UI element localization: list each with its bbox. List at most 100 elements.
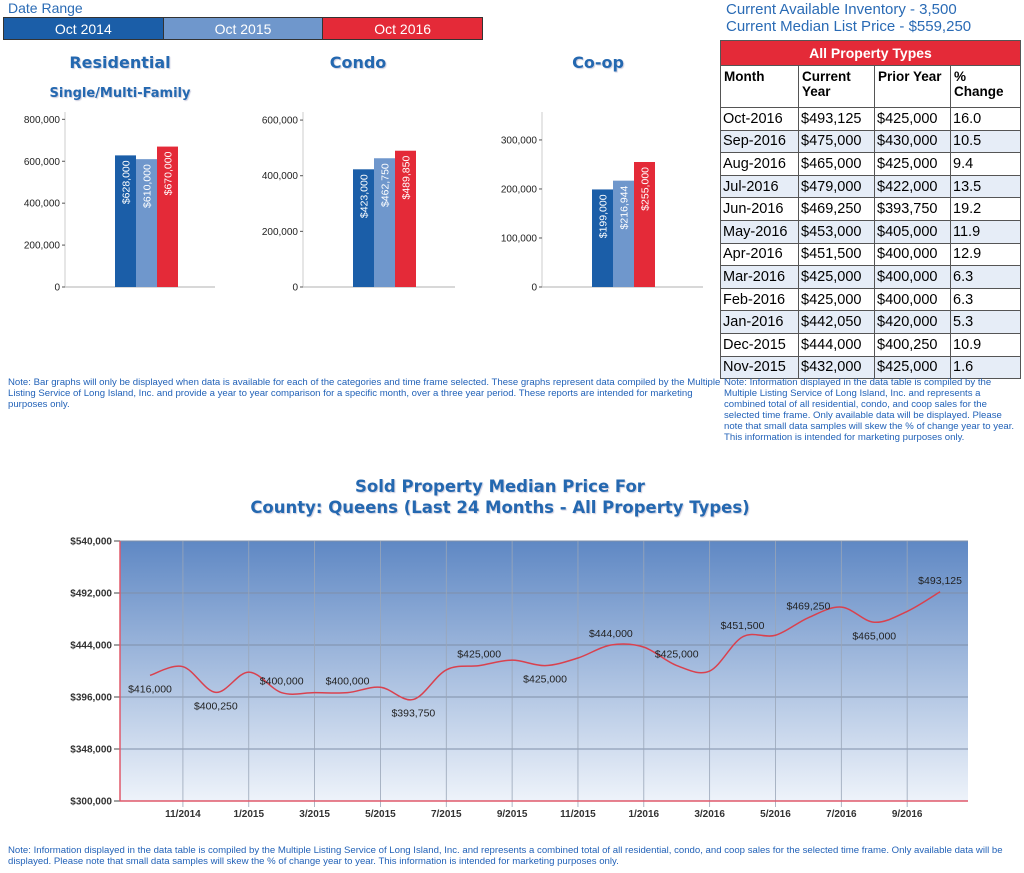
cell-current-year: $493,125: [798, 107, 875, 131]
bar-value-label: $628,000: [121, 160, 133, 204]
bar-oct-2014: [592, 189, 613, 287]
cell-change: 6.3: [950, 265, 1021, 289]
cell-month: Oct-2016: [720, 107, 799, 131]
summary: Current Available Inventory - 3,500 Curr…: [726, 1, 971, 35]
cell-prior-year: $425,000: [874, 152, 951, 176]
point-value-label: $425,000: [457, 649, 501, 661]
point-value-label: $493,125: [918, 575, 962, 587]
bar-oct-2016: [157, 146, 178, 287]
x-tick-label: 5/2016: [760, 809, 791, 820]
x-tick-label: 9/2016: [892, 809, 923, 820]
y-tick-label: 200,000: [501, 184, 538, 195]
bar-value-label: $255,000: [640, 167, 652, 211]
cell-current-year: $442,050: [798, 310, 875, 334]
point-value-label: $444,000: [589, 628, 633, 640]
table-row: Feb-2016 $425,000 $400,000 6.3: [720, 287, 1021, 312]
legend-oct-2014[interactable]: Oct 2014: [4, 18, 164, 39]
y-tick-label: 200,000: [24, 241, 61, 252]
legend-oct-2016[interactable]: Oct 2016: [323, 18, 483, 39]
y-tick-label: $540,000: [70, 537, 112, 548]
cell-current-year: $425,000: [798, 287, 875, 312]
x-tick-label: 7/2016: [826, 809, 857, 820]
x-tick-label: 7/2015: [431, 809, 462, 820]
table-row: Jan-2016 $442,050 $420,000 5.3: [720, 310, 1021, 334]
y-tick-label: 0: [292, 283, 298, 294]
bar-value-label: $199,000: [598, 194, 610, 238]
cell-change: 6.3: [950, 287, 1021, 312]
bar-value-label: $462,750: [380, 163, 392, 207]
bar-value-label: $489,850: [401, 156, 413, 200]
cell-change: 13.5: [950, 174, 1021, 199]
plot-area: [120, 541, 968, 801]
y-tick-label: $492,000: [70, 589, 112, 600]
y-tick-label: 200,000: [262, 227, 299, 238]
cell-change: 11.9: [950, 219, 1021, 244]
y-tick-label: $300,000: [70, 797, 112, 808]
x-tick-label: 1/2015: [233, 809, 264, 820]
point-value-label: $400,000: [260, 676, 304, 688]
table-caption: All Property Types: [720, 40, 1021, 66]
bar-oct-2014: [353, 169, 374, 287]
bar-oct-2016: [634, 162, 655, 287]
bar-oct-2015: [613, 180, 634, 287]
cell-month: Feb-2016: [720, 287, 799, 312]
y-tick-label: 100,000: [501, 233, 538, 244]
bottom-note: Note: Information displayed in the data …: [8, 845, 1003, 867]
table-row: Sep-2016 $475,000 $430,000 10.5: [720, 129, 1021, 154]
y-tick-label: $444,000: [70, 641, 112, 652]
table-row: Aug-2016 $465,000 $425,000 9.4: [720, 152, 1021, 176]
x-tick-label: 11/2015: [560, 809, 596, 820]
header-month: Month: [720, 65, 799, 108]
legend-oct-2015[interactable]: Oct 2015: [163, 18, 324, 39]
point-value-label: $425,000: [523, 674, 567, 686]
header-current-year: Current Year: [798, 65, 875, 108]
cell-change: 5.3: [950, 310, 1021, 334]
point-value-label: $400,250: [194, 700, 238, 712]
bar-value-label: $670,000: [163, 151, 175, 195]
point-value-label: $469,250: [787, 601, 831, 613]
cell-change: 1.6: [950, 355, 1021, 380]
cell-month: Jan-2016: [720, 310, 799, 334]
table-row: Nov-2015 $432,000 $425,000 1.6: [720, 355, 1021, 380]
point-value-label: $416,000: [128, 683, 172, 695]
point-value-label: $393,750: [391, 707, 435, 719]
residential-subtitle: Single/Multi-Family: [49, 86, 191, 101]
condo-title: Condo: [329, 53, 387, 72]
point-value-label: $400,000: [326, 676, 370, 688]
x-tick-label: 5/2015: [365, 809, 396, 820]
cell-change: 19.2: [950, 197, 1021, 221]
y-tick-label: 400,000: [262, 171, 299, 182]
cell-current-year: $444,000: [798, 332, 875, 357]
line-chart-title: Sold Property Median Price For: [355, 477, 645, 496]
current-inventory: Current Available Inventory - 3,500: [726, 1, 957, 18]
y-tick-label: 800,000: [24, 115, 61, 126]
x-tick-label: 9/2015: [497, 809, 528, 820]
point-value-label: $425,000: [655, 649, 699, 661]
bar-value-label: $423,000: [359, 174, 371, 218]
table-row: May-2016 $453,000 $405,000 11.9: [720, 219, 1021, 244]
y-tick-label: 0: [531, 283, 537, 294]
cell-change: 10.5: [950, 129, 1021, 154]
property-table: All Property Types Month Current Year Pr…: [720, 40, 1021, 380]
cell-prior-year: $425,000: [874, 355, 951, 380]
y-tick-label: 600,000: [262, 116, 299, 127]
table-note: Note: Information displayed in the data …: [724, 377, 1015, 443]
coop-title: Co-op: [572, 53, 624, 72]
bar-value-label: $216,944: [619, 185, 631, 229]
bar-graph-note: Note: Bar graphs will only be displayed …: [8, 377, 721, 410]
line-chart-subtitle: County: Queens (Last 24 Months - All Pro…: [250, 498, 750, 517]
x-tick-label: 3/2016: [694, 809, 725, 820]
x-tick-label: 1/2016: [629, 809, 660, 820]
cell-prior-year: $430,000: [874, 129, 951, 154]
cell-month: Jul-2016: [720, 174, 799, 199]
cell-current-year: $425,000: [798, 265, 875, 289]
median-price-line: [149, 591, 941, 701]
bar-oct-2015: [374, 158, 395, 287]
cell-change: 16.0: [950, 107, 1021, 131]
y-tick-label: $396,000: [70, 693, 112, 704]
date-range-label: Date Range: [8, 0, 83, 16]
date-range-legend: Oct 2014 Oct 2015 Oct 2016: [3, 17, 483, 40]
x-tick-label: 3/2015: [299, 809, 330, 820]
cell-month: Apr-2016: [720, 242, 799, 267]
